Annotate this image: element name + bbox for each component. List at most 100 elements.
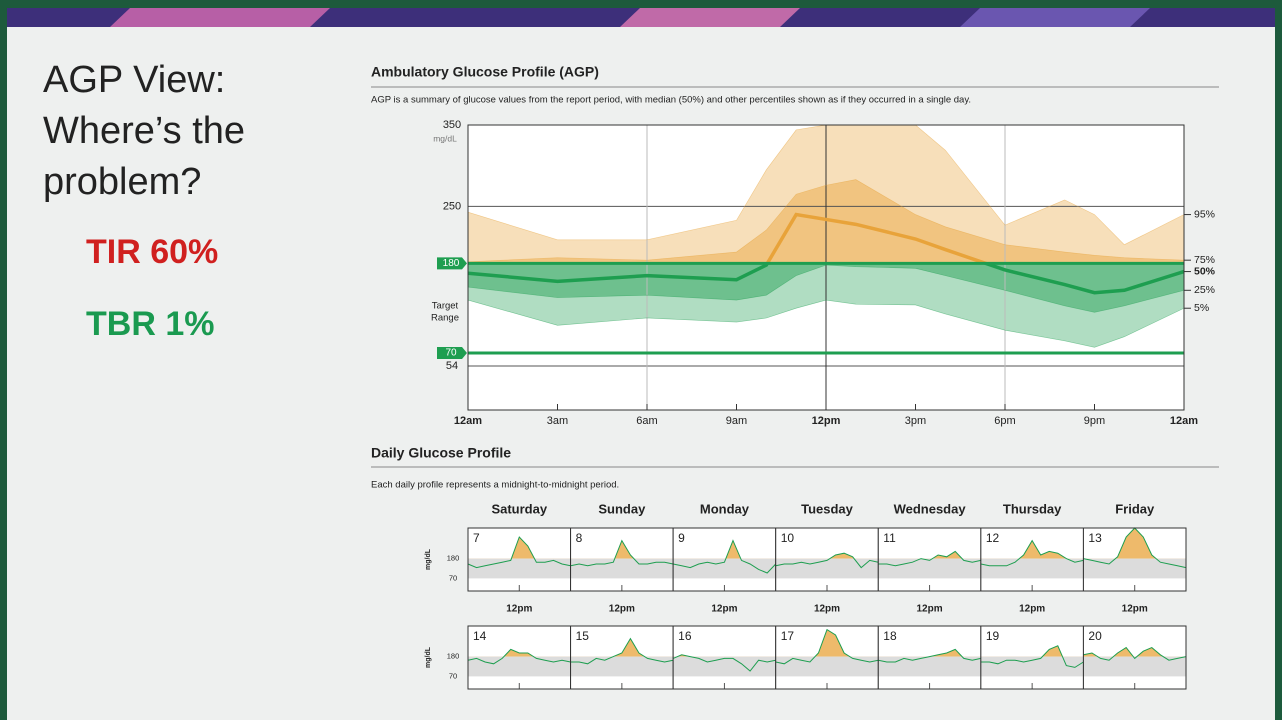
- weekday-label: Monday: [700, 501, 750, 516]
- x-tick-label: 9am: [726, 415, 747, 427]
- midday-label: 12pm: [1019, 604, 1045, 615]
- weekday-label: Thursday: [1003, 501, 1062, 516]
- high-area: [1083, 528, 1186, 559]
- weekday-label: Sunday: [598, 501, 646, 516]
- day-label: 17: [781, 629, 795, 643]
- slide-title: Where’s the: [43, 110, 245, 152]
- day-label: 19: [986, 629, 1000, 643]
- day-label: 11: [883, 531, 896, 545]
- midday-label: 12pm: [609, 604, 635, 615]
- y-tick-label: 180: [447, 554, 460, 563]
- legend-label: 95%: [1194, 208, 1215, 220]
- target-tag: [437, 347, 467, 359]
- legend-label: 75%: [1194, 254, 1215, 266]
- high-area: [980, 645, 1084, 657]
- target-band: [980, 656, 1084, 677]
- agp-title: Ambulatory Glucose Profile (AGP): [371, 64, 599, 80]
- y-tick-label: 250: [443, 200, 461, 212]
- x-tick-label: 12am: [1170, 415, 1198, 427]
- target-band: [878, 558, 981, 579]
- target-band: [1083, 656, 1186, 677]
- y-unit: mg/dL: [425, 646, 432, 668]
- day-label: 9: [678, 531, 685, 545]
- y-tick-label: 350: [443, 119, 461, 131]
- x-tick-label: 6am: [636, 415, 657, 427]
- day-label: 12: [986, 531, 1000, 545]
- daily-title: Daily Glucose Profile: [371, 445, 511, 461]
- x-tick-label: 6pm: [994, 415, 1015, 427]
- x-tick-label: 3pm: [905, 415, 926, 427]
- x-tick-label: 9pm: [1084, 415, 1105, 427]
- agp-subtitle: AGP is a summary of glucose values from …: [371, 95, 971, 106]
- tbr: TBR 1%: [86, 305, 214, 343]
- glucose-trace: [467, 648, 571, 665]
- weekday-label: Friday: [1115, 501, 1155, 516]
- stripe-shape: [110, 8, 330, 27]
- high-area: [468, 537, 571, 559]
- midday-label: 12pm: [1122, 604, 1148, 615]
- daily-subtitle: Each daily profile represents a midnight…: [371, 480, 619, 491]
- x-tick-label: 3am: [547, 415, 568, 427]
- target-band: [980, 558, 1084, 579]
- midday-label: 12pm: [711, 604, 737, 615]
- high-area: [1083, 647, 1186, 657]
- target-band: [570, 558, 674, 579]
- weekday-label: Wednesday: [894, 501, 967, 516]
- target-range-label: Range: [431, 313, 459, 324]
- day-label: 20: [1088, 629, 1102, 643]
- target-tag: [437, 257, 467, 270]
- midday-label: 12pm: [814, 604, 840, 615]
- glucose-trace: [1083, 646, 1187, 661]
- percentile-line: [468, 125, 1184, 246]
- stripe-shape: [620, 8, 800, 27]
- day-label: 13: [1088, 531, 1102, 545]
- target-band: [468, 656, 571, 677]
- high-area: [878, 649, 981, 657]
- y-tick-label: 70: [449, 671, 457, 680]
- day-label: 15: [576, 629, 590, 643]
- panel-frame: [1082, 625, 1187, 690]
- weekday-label: Tuesday: [801, 501, 854, 516]
- glucose-trace: [775, 628, 879, 665]
- target-band: [775, 558, 879, 579]
- legend-label: 50%: [1194, 265, 1216, 277]
- percentile-line: [468, 263, 1184, 295]
- y-unit: mg/dL: [433, 133, 457, 143]
- glucose-trace: [570, 637, 674, 665]
- day-label: 14: [473, 629, 487, 643]
- y-tick-label: 180: [447, 652, 460, 661]
- glucose-trace: [878, 648, 981, 663]
- plot-frame: [467, 124, 1185, 411]
- panel-frame: [1082, 527, 1187, 592]
- stripe-shape: [960, 8, 1150, 27]
- glucose-trace: [570, 539, 674, 567]
- high-area: [673, 654, 776, 657]
- glucose-trace: [980, 539, 1084, 567]
- day-label: 10: [781, 531, 795, 545]
- glucose-trace: [878, 550, 981, 567]
- day-label: 8: [576, 531, 583, 545]
- glucose-trace: [775, 552, 879, 569]
- percentile-line: [468, 179, 1184, 263]
- legend-label: 25%: [1194, 284, 1215, 296]
- midday-label: 12pm: [506, 604, 532, 615]
- legend-label: 5%: [1194, 302, 1209, 314]
- target-band: [570, 656, 674, 677]
- x-tick-label: 12pm: [812, 415, 841, 427]
- percentile-line: [468, 264, 1184, 313]
- target-range-label: Target: [432, 301, 459, 312]
- glucose-trace: [672, 654, 776, 672]
- high-area: [980, 540, 1084, 559]
- day-label: 7: [473, 531, 480, 545]
- x-tick-label: 12am: [454, 415, 482, 427]
- percentile-line: [468, 299, 1184, 348]
- tir: TIR 60%: [86, 233, 218, 271]
- weekday-label: Saturday: [491, 501, 547, 516]
- day-label: 16: [678, 629, 692, 643]
- high-area: [775, 629, 879, 657]
- y-tick-label: 54: [446, 360, 458, 372]
- high-area: [878, 551, 981, 559]
- glucose-trace: [980, 645, 1084, 668]
